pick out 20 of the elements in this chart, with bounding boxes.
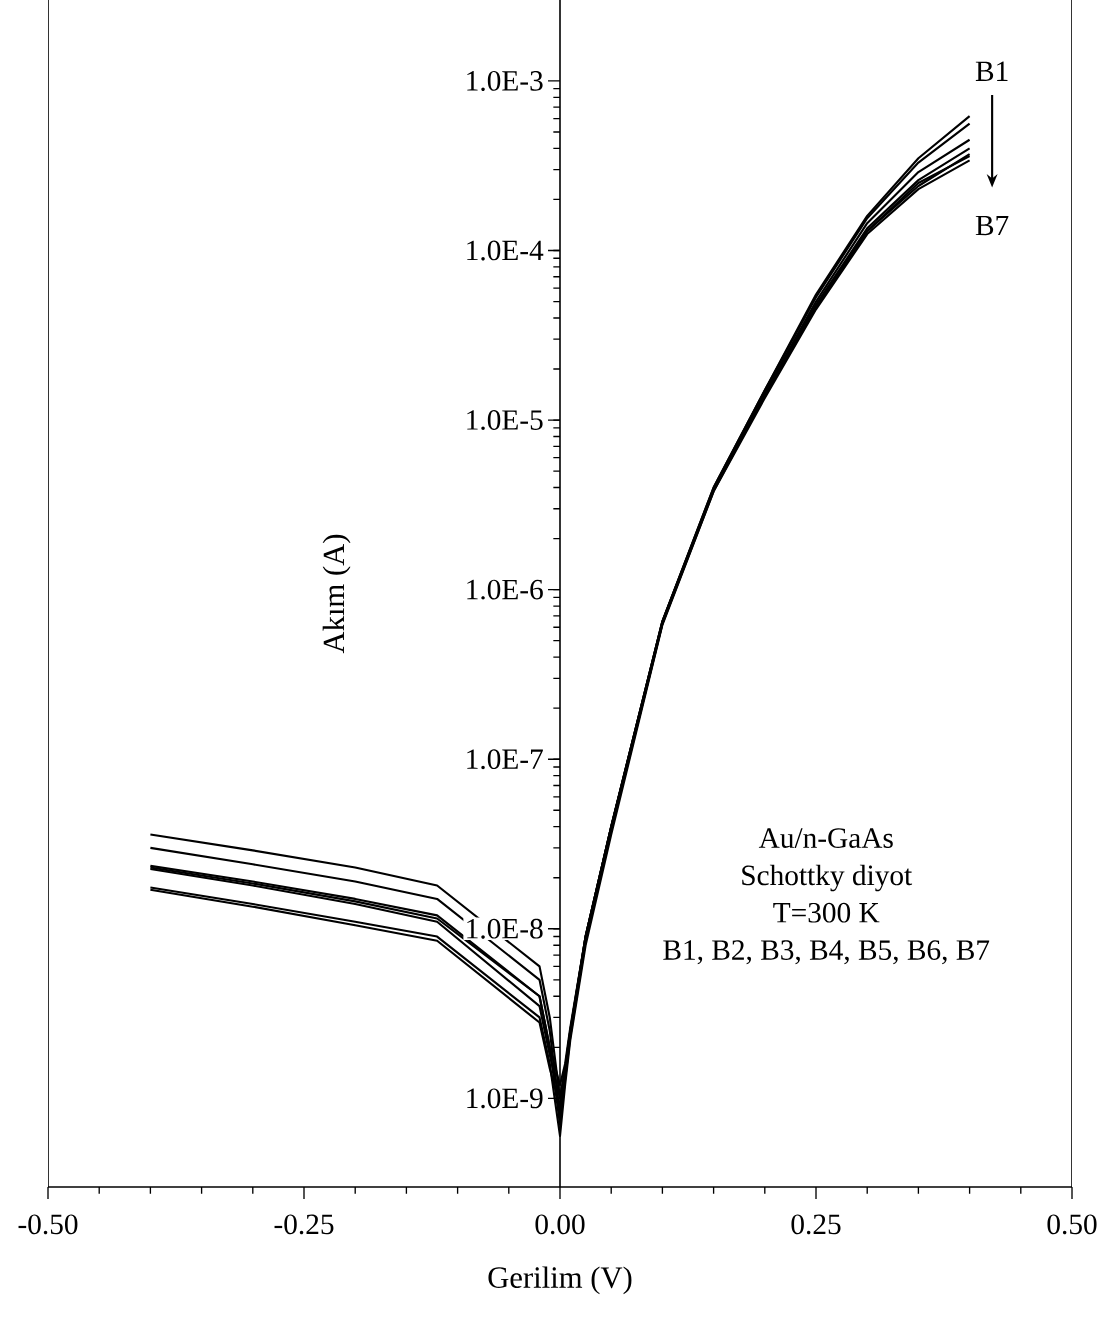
- y-tick-label: 1.0E-8: [467, 918, 543, 939]
- annotation: Schottky diyot: [742, 864, 913, 892]
- y-tick-label: 1.0E-7: [467, 749, 543, 770]
- annotation: Au/n-GaAs: [758, 828, 893, 848]
- annotation: B1: [975, 61, 1008, 81]
- annotation: T=300 K: [773, 902, 880, 923]
- x-tick-label: 0.00: [535, 1214, 585, 1235]
- y-tick-label: 1.0E-6: [467, 579, 543, 600]
- annotation: B1, B2, B3, B4, B5, B6, B7: [663, 940, 990, 965]
- annotation: B7: [975, 215, 1009, 236]
- y-tick-label: 1.0E-4: [467, 240, 544, 261]
- x-axis-title: Gerilim (V): [488, 1266, 632, 1295]
- x-tick-label: -0.50: [18, 1214, 78, 1235]
- y-axis-title: Akım (A): [322, 534, 351, 654]
- x-tick-label: 0.50: [1047, 1214, 1097, 1235]
- y-tick-label: 1.0E-5: [467, 410, 543, 431]
- x-tick-label: -0.25: [274, 1214, 334, 1235]
- y-tick-label: 1.0E-3: [467, 70, 543, 91]
- x-tick-label: 0.25: [791, 1214, 841, 1235]
- y-tick-label: 1.0E-9: [467, 1088, 543, 1109]
